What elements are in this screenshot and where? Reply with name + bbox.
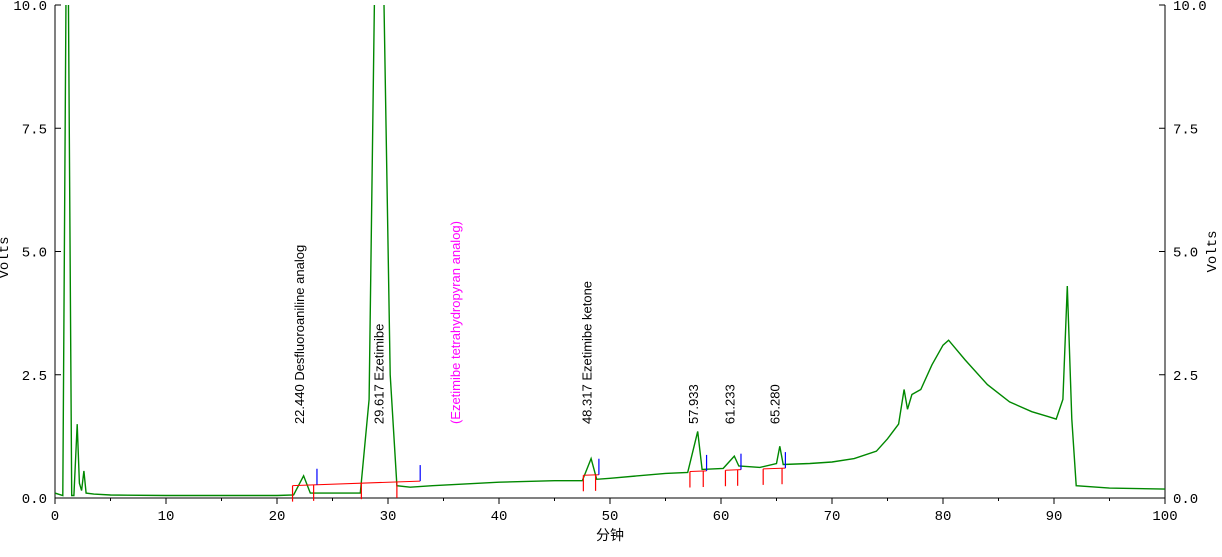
chromatogram-container: 0.0 0.0 2.5 2.5 5.0 5.0 7.5 7.5 10.0 10.0 0 10 20 30 4… xyxy=(0,0,1222,557)
y-tick-label: 0.0 xyxy=(22,492,47,508)
peak-label: 65.280 xyxy=(768,384,783,424)
y-tick-label: 7.5 xyxy=(22,122,47,138)
peak-label-highlight: (Ezetimibe tetrahydropyran analog) xyxy=(448,221,463,424)
peak-label: 61.233 xyxy=(723,384,738,424)
y-tick-label: 5.0 xyxy=(22,246,47,262)
x-tick-label: 50 xyxy=(602,509,619,525)
baseline-segment xyxy=(725,470,741,471)
peak-label: 48.317 Ezetimibe ketone xyxy=(579,281,594,424)
peak-label: 22.440 Desfluoroaniline analog xyxy=(292,245,307,424)
peak-label: 57.933 xyxy=(686,384,701,424)
x-tick-label: 70 xyxy=(824,509,841,525)
x-tick-label: 10 xyxy=(158,509,175,525)
y-tick-label-right: 0.0 xyxy=(1173,492,1198,508)
x-tick-label: 0 xyxy=(51,509,59,525)
y-tick-label-right: 2.5 xyxy=(1173,369,1198,385)
x-tick-label: 20 xyxy=(269,509,286,525)
y-tick-label-right: 7.5 xyxy=(1173,122,1198,138)
x-tick-label: 30 xyxy=(380,509,397,525)
x-tick-label: 100 xyxy=(1152,509,1177,525)
baseline-segment xyxy=(583,475,599,476)
x-tick-label: 60 xyxy=(713,509,730,525)
x-axis-label: 分钟 xyxy=(596,527,624,545)
y-axis-label-right: Volts xyxy=(1205,230,1221,272)
peak-label: 29.617 Ezetimibe xyxy=(372,324,387,424)
y-axis-label-left: Volts xyxy=(0,236,13,278)
y-tick-label-right: 5.0 xyxy=(1173,246,1198,262)
baseline-segment xyxy=(690,471,707,472)
x-tick-label: 90 xyxy=(1046,509,1063,525)
y-tick-label: 10.0 xyxy=(13,0,47,15)
chromatogram-svg: 0.0 0.0 2.5 2.5 5.0 5.0 7.5 7.5 10.0 10.0 0 10 20 30 4… xyxy=(0,0,1222,557)
x-tick-label: 40 xyxy=(491,509,508,525)
y-tick-label-right: 10.0 xyxy=(1173,0,1207,15)
y-tick-label: 2.5 xyxy=(22,369,47,385)
x-tick-label: 80 xyxy=(935,509,952,525)
